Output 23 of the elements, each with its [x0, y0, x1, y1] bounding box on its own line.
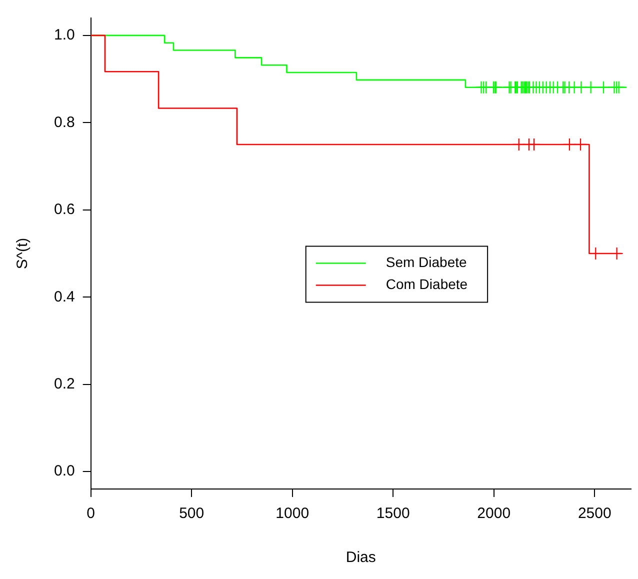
- y-tick-label: 1.0: [54, 26, 75, 44]
- x-tick-label: 1000: [276, 505, 310, 522]
- x-tick-label: 2500: [578, 505, 612, 522]
- point: [512, 138, 526, 152]
- y-tick-label: 0.8: [54, 114, 75, 131]
- x-tick-label: 500: [179, 505, 204, 522]
- y-tick-label: 0.4: [54, 288, 75, 306]
- x-axis-title: Dias: [346, 549, 376, 566]
- y-tick-label: 0.0: [54, 462, 75, 480]
- x-tick-label: 1500: [376, 505, 410, 522]
- y-tick-label: 0.6: [54, 201, 75, 218]
- point: [574, 80, 588, 94]
- point: [584, 80, 598, 94]
- point: [562, 138, 576, 152]
- y-tick-label: 0.2: [54, 375, 75, 392]
- legend-label: Com Diabete: [386, 276, 468, 292]
- legend-label: Sem Diabete: [386, 254, 468, 270]
- x-tick-label: 0: [86, 505, 96, 522]
- point: [574, 138, 588, 152]
- point: [596, 80, 610, 94]
- y-axis-title: S^(t): [14, 238, 32, 270]
- point: [527, 138, 541, 152]
- x-tick-label: 2000: [477, 505, 511, 522]
